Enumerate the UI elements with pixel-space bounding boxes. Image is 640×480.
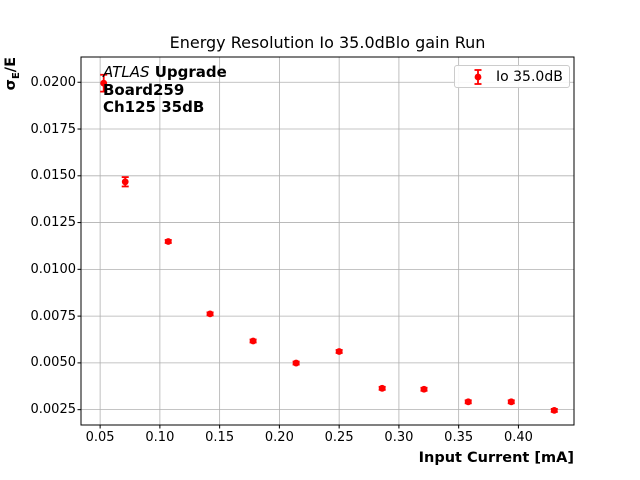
data-point [464,398,472,406]
x-tick-label: 0.15 [205,430,235,445]
annotation-atlas: ATLAS [103,63,150,81]
data-point [378,384,386,392]
x-tick-label: 0.10 [145,430,175,445]
x-tick-label: 0.20 [264,430,294,445]
data-point [206,310,214,318]
x-tick-label: 0.05 [85,430,115,445]
x-axis-label: Input Current [mA] [418,450,574,466]
annotation-block: ATLAS Upgrade Board259 Ch125 35dB [103,63,227,117]
y-tick-label: 0.0075 [30,308,77,324]
data-point [550,407,558,414]
y-tick-label: 0.0050 [30,355,77,371]
annotation-upgrade: Upgrade [154,63,227,81]
data-point [164,238,172,245]
x-tick-label: 0.30 [384,430,414,445]
y-tick-label: 0.0100 [30,261,77,277]
x-tick-label: 0.35 [444,430,474,445]
y-tick-label: 0.0175 [30,121,77,137]
legend: Io 35.0dB [454,65,570,88]
annotation-line-1: ATLAS Upgrade [103,63,227,82]
y-tick-label: 0.0200 [30,74,77,90]
annotation-line-2: Board259 [103,80,185,99]
data-point [420,385,428,393]
data-point [249,337,257,345]
data-point [292,359,300,367]
plot-svg [77,56,575,429]
plot-area [77,56,575,429]
ylabel-rest: /E [3,57,19,73]
data-point [335,348,343,355]
data-point [507,398,515,406]
annotation-line-3: Ch125 35dB [103,98,205,116]
legend-label: Io 35.0dB [496,68,563,85]
y-tick-label: 0.0150 [30,168,77,184]
data-point [121,178,129,186]
y-tick-label: 0.0125 [30,215,77,231]
chart-title: Energy Resolution Io 35.0dBlo gain Run [169,33,486,52]
y-tick-label: 0.0025 [30,402,77,418]
x-tick-label: 0.40 [503,430,533,445]
ylabel-sigma: σ [3,79,19,91]
legend-errorbar-icon [474,68,482,85]
x-tick-label: 0.25 [324,430,354,445]
data-point [100,79,108,87]
axes-frame [80,56,575,426]
